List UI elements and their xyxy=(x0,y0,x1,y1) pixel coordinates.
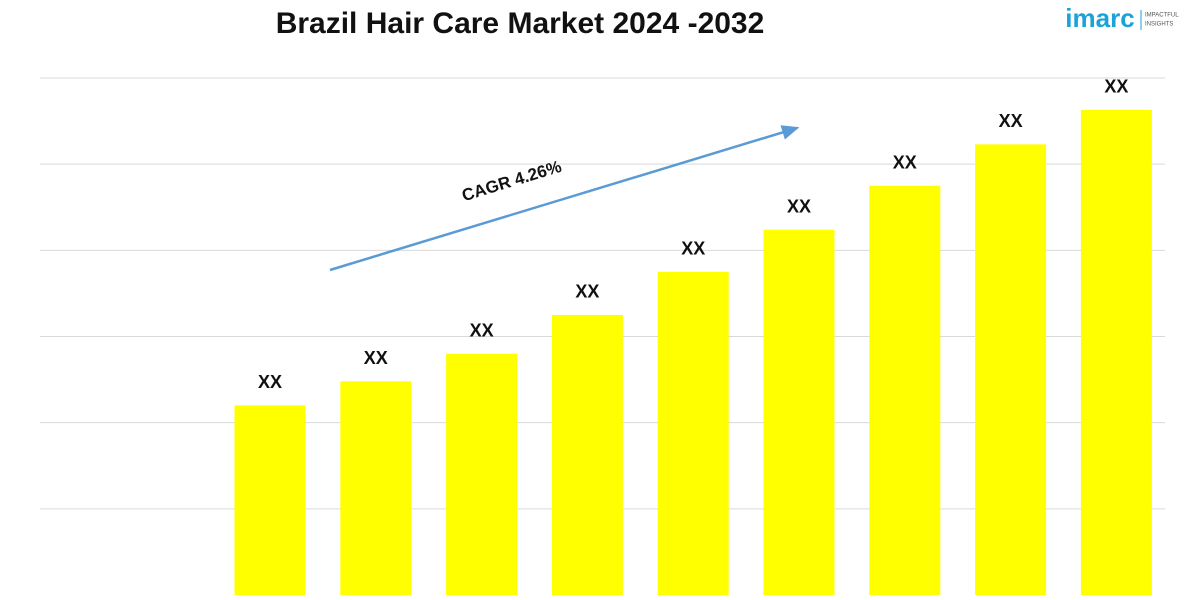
logo-tagline: INSIGHTS xyxy=(1145,22,1173,28)
bar xyxy=(340,381,412,595)
value-label: XX xyxy=(999,111,1023,131)
value-label: XX xyxy=(258,372,282,392)
bar xyxy=(234,405,306,595)
logo-name: imarc xyxy=(1065,3,1134,33)
value-label: XX xyxy=(364,348,388,368)
value-label: XX xyxy=(1104,77,1128,97)
cagr-arrow xyxy=(329,125,800,272)
bar xyxy=(1080,109,1152,596)
value-label: XX xyxy=(893,152,917,172)
value-label: XX xyxy=(787,196,811,216)
logo-tagline: IMPACTFUL xyxy=(1145,13,1179,19)
value-label: XX xyxy=(470,320,494,340)
chart-title: Brazil Hair Care Market 2024 -2032 xyxy=(276,7,765,40)
bar xyxy=(446,353,518,595)
value-label: XX xyxy=(681,239,705,259)
cagr-annotation: CAGR 4.26% xyxy=(329,125,800,272)
bar xyxy=(975,144,1047,595)
bar xyxy=(869,185,941,596)
bar xyxy=(763,229,835,596)
logo: imarc IMPACTFUL INSIGHTS xyxy=(1065,3,1179,33)
value-label: XX xyxy=(575,282,599,302)
bar xyxy=(551,314,623,595)
bar xyxy=(657,271,729,595)
bars: XX XX XX XX XX XX XX XX XX xyxy=(234,77,1152,596)
